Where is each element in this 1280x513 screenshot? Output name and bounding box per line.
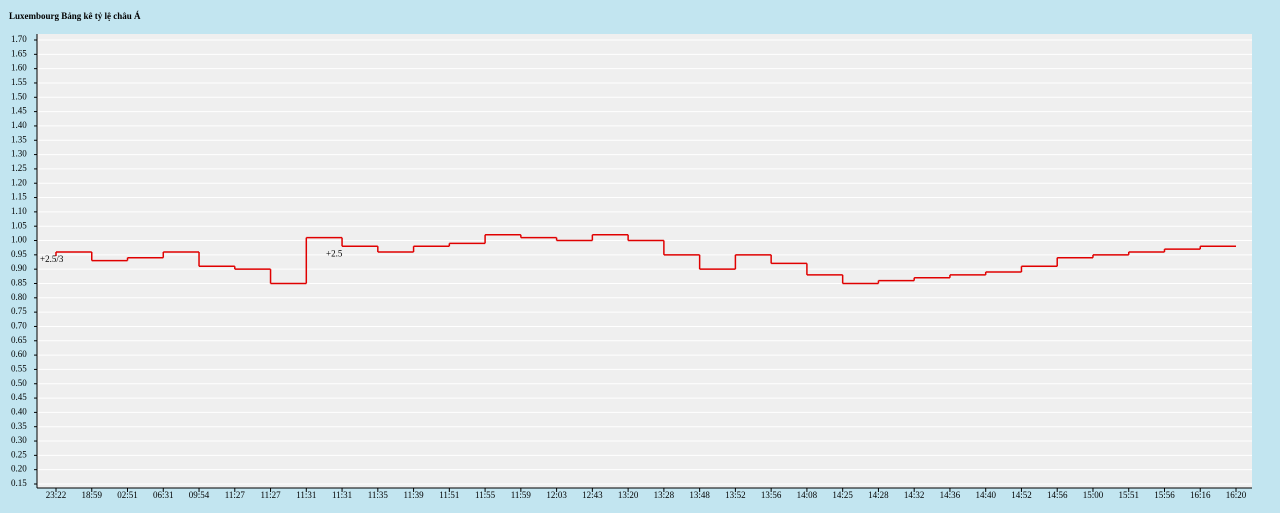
x-tick-label: 14:40 — [975, 490, 996, 500]
x-tick-label: 23:22 — [46, 490, 67, 500]
y-tick-label: 0.15 — [11, 478, 27, 488]
x-tick-label: 11:35 — [368, 490, 389, 500]
y-tick-label: 0.65 — [11, 335, 27, 345]
x-tick-label: 14:36 — [940, 490, 961, 500]
y-tick-label: 1.70 — [11, 34, 27, 44]
y-tick-label: 1.30 — [11, 149, 27, 159]
x-tick-label: 11:31 — [296, 490, 316, 500]
x-tick-label: 16:20 — [1226, 490, 1247, 500]
x-tick-label: 14:52 — [1011, 490, 1032, 500]
y-tick-label: 0.70 — [11, 321, 27, 331]
x-tick-label: 12:03 — [546, 490, 567, 500]
plot-area — [37, 34, 1252, 488]
y-tick-label: 0.85 — [11, 278, 27, 288]
x-tick-label: 06:31 — [153, 490, 174, 500]
x-tick-label: 11:55 — [475, 490, 496, 500]
x-tick-label: 12:43 — [582, 490, 603, 500]
y-tick-label: 1.65 — [11, 48, 27, 58]
y-tick-label: 1.25 — [11, 163, 27, 173]
x-tick-label: 11:59 — [511, 490, 532, 500]
x-tick-label: 15:00 — [1083, 490, 1104, 500]
y-tick-label: 0.30 — [11, 435, 27, 445]
x-tick-label: 11:31 — [332, 490, 352, 500]
y-tick-label: 0.35 — [11, 421, 27, 431]
y-tick-label: 1.05 — [11, 220, 27, 230]
y-tick-label: 0.75 — [11, 306, 27, 316]
x-tick-label: 02:51 — [117, 490, 138, 500]
y-tick-label: 0.95 — [11, 249, 27, 259]
x-tick-label: 13:56 — [761, 490, 782, 500]
x-tick-label: 11:27 — [260, 490, 281, 500]
x-tick-label: 15:56 — [1154, 490, 1175, 500]
x-tick-label: 14:32 — [904, 490, 925, 500]
y-tick-label: 1.40 — [11, 120, 27, 130]
chart-title: Luxembourg Bảng kê tỷ lệ châu Á — [9, 11, 141, 21]
x-tick-label: 11:51 — [439, 490, 459, 500]
y-tick-label: 0.25 — [11, 449, 27, 459]
y-tick-label: 1.50 — [11, 91, 27, 101]
x-tick-label: 13:28 — [654, 490, 675, 500]
y-tick-label: 0.20 — [11, 464, 27, 474]
y-tick-label: 1.10 — [11, 206, 27, 216]
y-tick-label: 1.35 — [11, 134, 27, 144]
y-tick-label: 0.40 — [11, 406, 27, 416]
x-tick-label: 11:39 — [403, 490, 424, 500]
x-tick-label: 11:27 — [225, 490, 246, 500]
x-tick-label: 14:25 — [832, 490, 853, 500]
x-tick-label: 14:08 — [797, 490, 818, 500]
annotation: +2.5/3 — [40, 254, 64, 264]
x-tick-label: 18:59 — [81, 490, 102, 500]
y-tick-label: 0.90 — [11, 263, 27, 273]
x-tick-label: 13:20 — [618, 490, 639, 500]
y-tick-label: 1.55 — [11, 77, 27, 87]
y-tick-label: 0.60 — [11, 349, 27, 359]
x-tick-label: 13:52 — [725, 490, 746, 500]
y-tick-label: 1.60 — [11, 63, 27, 73]
x-tick-label: 14:56 — [1047, 490, 1068, 500]
x-tick-label: 14:28 — [868, 490, 889, 500]
y-tick-label: 1.20 — [11, 177, 27, 187]
y-tick-label: 0.80 — [11, 292, 27, 302]
y-tick-label: 0.55 — [11, 363, 27, 373]
x-tick-label: 09:54 — [189, 490, 210, 500]
x-tick-label: 16:16 — [1190, 490, 1211, 500]
y-tick-label: 1.15 — [11, 192, 27, 202]
x-tick-label: 15:51 — [1118, 490, 1139, 500]
x-tick-label: 13:48 — [689, 490, 710, 500]
y-tick-label: 0.50 — [11, 378, 27, 388]
y-tick-label: 1.45 — [11, 106, 27, 116]
y-tick-label: 0.45 — [11, 392, 27, 402]
annotation: +2.5 — [326, 248, 343, 258]
y-tick-label: 1.00 — [11, 235, 27, 245]
